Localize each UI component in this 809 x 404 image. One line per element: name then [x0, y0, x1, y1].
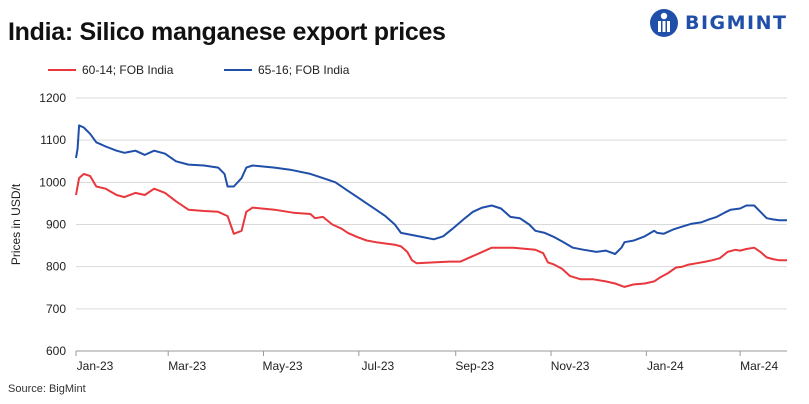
y-tick-label: 1000 — [39, 175, 66, 189]
legend-item-series-1: 60-14; FOB India — [48, 63, 173, 77]
x-tick-label: Jan-24 — [647, 359, 684, 373]
y-tick-label: 800 — [46, 260, 66, 274]
y-tick-label: 700 — [46, 302, 66, 316]
series-line-1 — [75, 172, 787, 288]
y-tick-label: 1100 — [40, 133, 66, 147]
x-tick-label: Sep-23 — [455, 359, 494, 373]
x-tick-label: Mar-23 — [168, 359, 206, 373]
legend-item-series-2: 65-16; FOB India — [224, 63, 349, 77]
legend-label-series-1: 60-14; FOB India — [82, 63, 174, 77]
series-line-2 — [75, 124, 787, 255]
chart-title: India: Silico manganese export prices — [8, 18, 446, 46]
x-tick-label: Jan-23 — [77, 359, 114, 373]
x-tick-label: Nov-23 — [551, 359, 590, 373]
bigmint-logo-icon — [650, 9, 678, 37]
y-tick-label: 600 — [46, 344, 66, 358]
y-tick-label: 1200 — [39, 91, 66, 105]
x-tick-label: May-23 — [263, 359, 303, 373]
x-tick-label: Mar-24 — [740, 359, 778, 373]
legend-swatch-series-2 — [224, 69, 252, 71]
brand-name: BIGMINT — [685, 12, 788, 34]
x-tick-label: Jul-23 — [361, 359, 394, 373]
bigmint-logo: BIGMINT — [649, 6, 788, 40]
legend-label-series-2: 65-16; FOB India — [258, 63, 350, 77]
y-tick-label: 900 — [46, 218, 66, 232]
legend-swatch-series-1 — [48, 69, 76, 71]
source-note: Source: BigMint — [8, 383, 86, 395]
y-axis-label: Prices in USD/t — [9, 183, 23, 265]
